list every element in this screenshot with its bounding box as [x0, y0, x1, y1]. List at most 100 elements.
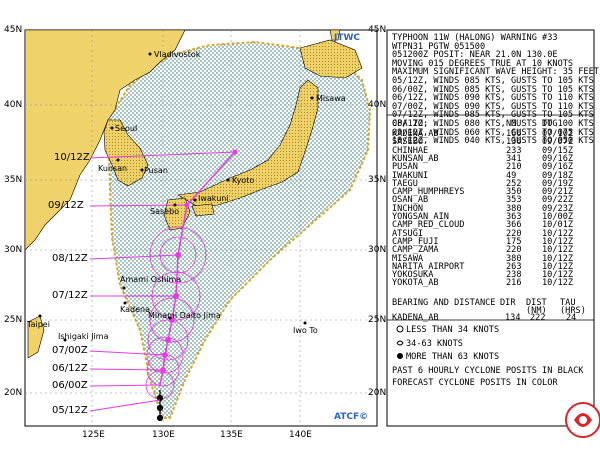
cpa-station: PUSAN [392, 162, 418, 173]
cpa-station: MISAWA [392, 253, 424, 264]
cpa-nm: 220 [506, 245, 522, 256]
cpa-nm: 363 [506, 212, 522, 222]
time-label: 10/12Z [54, 152, 90, 163]
place-label: Kunsan [98, 164, 128, 173]
label-leaders [89, 151, 236, 412]
cpa-nm: 380 [506, 203, 522, 214]
cpa-dtg: 10/12Z [542, 278, 574, 289]
time-label: 09/12Z [48, 200, 84, 211]
cpa-dtg: 10/12Z [542, 245, 574, 256]
cpa-nm: 353 [506, 195, 522, 206]
cpa-dtg: 10/12Z [542, 270, 574, 281]
cpa-station: ATSUGI [392, 228, 424, 239]
cpa-station: YOKOTA_AB [392, 278, 439, 289]
bearing-row-dist: 222 [530, 313, 546, 323]
lon-label: 140E [289, 430, 312, 440]
cpa-nm: 380 [506, 253, 522, 264]
cpa-dtg-header: DTG [542, 119, 558, 129]
tau-unit: (HRS) [560, 306, 586, 316]
time-label: 06/12Z [52, 363, 88, 374]
japan-shikoku [191, 203, 215, 217]
lon-label: 125E [82, 430, 105, 440]
cpa-row: CHINHAE 233 09/15Z [392, 145, 592, 156]
cpa-row: CAMP_HUMPHREYS 350 09/21Z [392, 188, 592, 197]
place-dots [38, 52, 314, 342]
legend-mid: 34-63 KNOTS [406, 339, 463, 349]
legend-note2: FORECAST CYCLONE POSITS IN COLOR [392, 378, 558, 388]
cpa-nm: 350 [506, 187, 522, 198]
place-label: Sasebo [150, 207, 180, 216]
dist-header: DIST [526, 298, 547, 308]
cpa-nm: 136 [506, 137, 522, 148]
lat-label: 20N [368, 388, 387, 398]
cpa-nm: 341 [506, 153, 522, 164]
cpa-dtg: 09/23Z [542, 203, 574, 214]
cpa-nm: 366 [506, 220, 522, 231]
place-label: Minami Daito Jima [148, 311, 221, 320]
cpa-station: KADENA_AB [392, 129, 439, 139]
cpa-row: SASEBO 136 09/07Z [392, 138, 592, 147]
cpa-nm: 175 [506, 236, 522, 247]
cpa-row: KUNSAN_AB 341 09/16Z [392, 155, 592, 164]
place-label: Kadena [120, 305, 150, 314]
legend-symbols [396, 325, 404, 359]
cpa-station: INCHON [392, 203, 424, 214]
cpa-nm: 252 [506, 178, 522, 189]
dir-header: DIR [500, 298, 516, 308]
lat-label: 35N [368, 175, 387, 185]
time-label: 08/12Z [52, 253, 88, 264]
info-panel [386, 29, 595, 427]
time-label: 07/12Z [52, 290, 88, 301]
cpa-nm: 233 [506, 145, 522, 156]
cpa-station: OSAN_AB [392, 195, 429, 206]
cpa-row: YONGSAN_AIN 363 10/00Z [392, 213, 592, 222]
warning-header: TYPHOON 11W (HALONG) WARNING #33 WTPN31 … [392, 33, 599, 147]
cpa-station: YOKOSUKA [392, 270, 434, 281]
place-label: Ishigaki Jima [58, 332, 109, 341]
cpa-nm: 210 [506, 162, 522, 173]
cpa-nm: 238 [506, 270, 522, 281]
lat-label: 40N [368, 100, 387, 110]
cpa-dtg: 10/01Z [542, 220, 574, 231]
time-label: 06/00Z [52, 380, 88, 391]
lat-label: 45N [4, 25, 23, 35]
lat-label: 40N [4, 100, 23, 110]
past-track [156, 390, 164, 422]
cpa-nm: 49 [506, 170, 517, 181]
cpa-dtg: 10/12Z [542, 261, 574, 272]
cpa-station: KUNSAN_AB [392, 153, 439, 164]
cpa-row: ATSUGI 220 10/12Z [392, 228, 592, 239]
cpa-dtg: 10/12Z [542, 236, 574, 247]
cpa-row: IWAKUNI 49 09/18Z [392, 170, 592, 181]
lat-label: 35N [4, 175, 23, 185]
cpa-row: CAMP_ZAMA 220 10/12Z [392, 246, 592, 255]
cpa-station: CAMP_ZAMA [392, 245, 439, 256]
bearing-row-dir: 134 [505, 313, 521, 323]
cpa-station: NARITA_AIRPORT [392, 261, 465, 272]
cpa-row: CAMP_FUJI 175 10/12Z [392, 238, 592, 247]
dist-unit: (NM) [526, 306, 547, 316]
cpa-dtg: 09/16Z [542, 153, 574, 164]
cpa-row: MISAWA 380 10/12Z [392, 253, 592, 264]
cpa-dtg: 09/15Z [542, 145, 574, 156]
place-label: Iwo To [293, 326, 318, 335]
cpa-nm: 166 [506, 129, 522, 139]
legend-less34: LESS THAN 34 KNOTS [406, 325, 500, 335]
lat-label: 25N [4, 315, 23, 325]
jtwc-badge: JTWC [334, 33, 361, 43]
lat-label: 25N [368, 315, 387, 325]
sakhalin [329, 29, 341, 41]
taiwan [27, 315, 45, 359]
lon-label: 130E [152, 430, 175, 440]
lat-label: 20N [4, 388, 23, 398]
cpa-row: TAEGU 252 09/19Z [392, 180, 592, 189]
lon-label: 135E [220, 430, 243, 440]
cpa-row: CAMP_RED_CLOUD 366 10/01Z [392, 221, 592, 230]
cpa-dtg: 10/12Z [542, 253, 574, 264]
jtwc-logo [565, 402, 600, 438]
japan-hokkaido [299, 39, 363, 79]
place-label: Amami Oshima [120, 275, 182, 284]
cpa-row: KADENA_AB 166 07/10Z [392, 130, 592, 139]
